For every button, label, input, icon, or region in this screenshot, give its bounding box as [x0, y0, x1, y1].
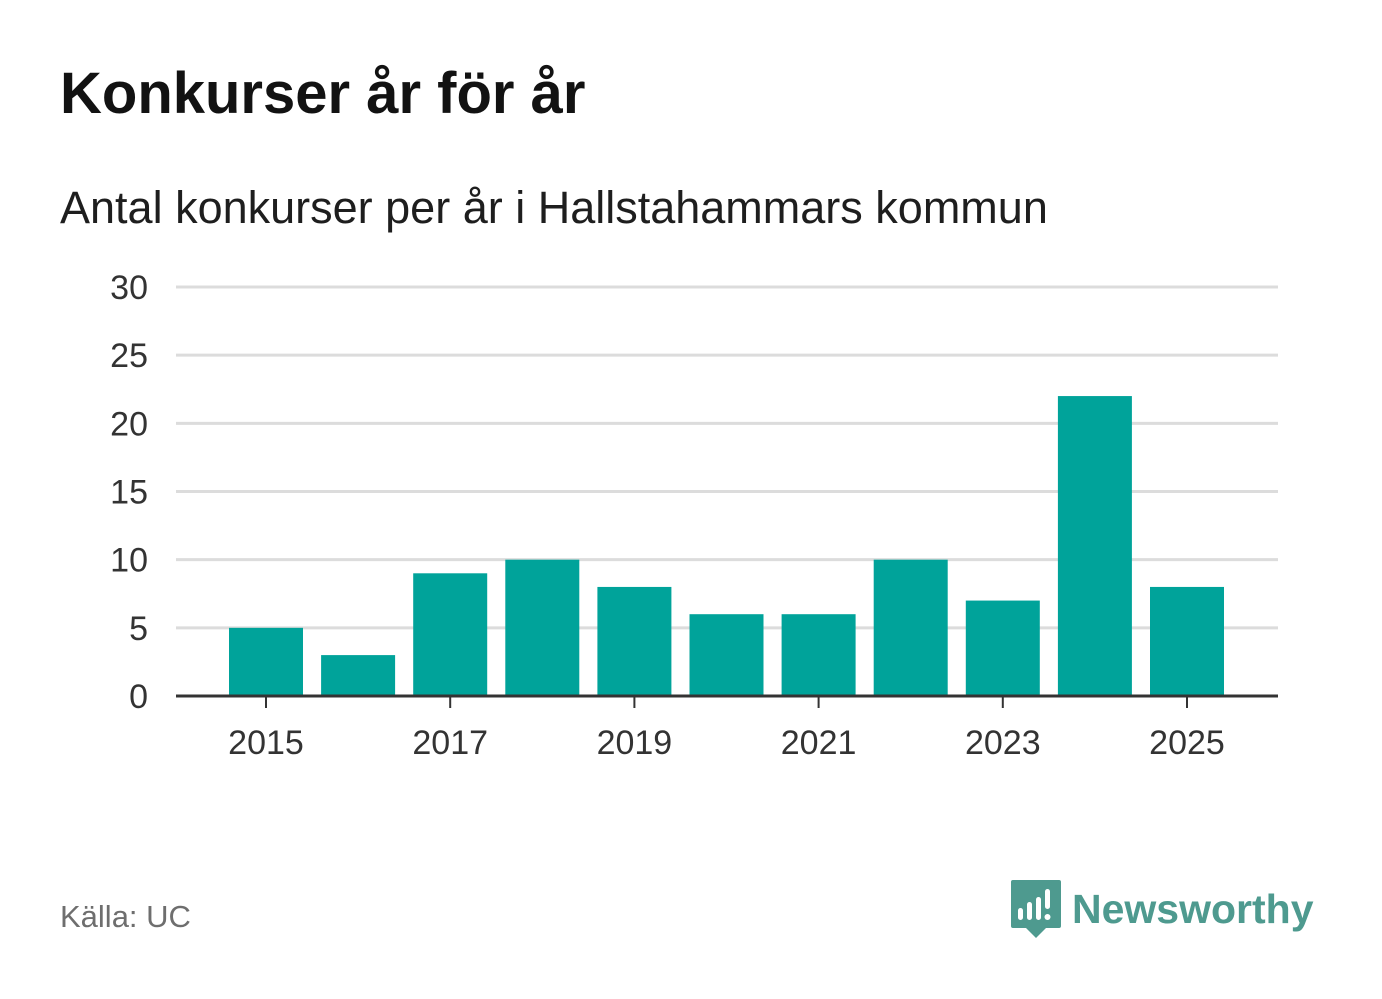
- x-tick-label: 2015: [228, 724, 304, 762]
- brand-name: Newsworthy: [1072, 885, 1314, 932]
- x-tick-label: 2017: [412, 724, 488, 762]
- bar-2019: [597, 586, 672, 696]
- bar-2020: [689, 614, 764, 696]
- chart-title: Konkurser år för år: [60, 61, 586, 126]
- brand-logo: Newsworthy: [1010, 878, 1314, 940]
- y-tick-label: 10: [110, 542, 148, 580]
- y-tick-label: 5: [129, 610, 148, 648]
- x-tick-label: 2023: [965, 724, 1041, 762]
- bar-2018: [505, 559, 580, 696]
- source-label: Källa: UC: [60, 899, 191, 934]
- bar-2017: [413, 573, 488, 696]
- newsworthy-bar-chart-icon: [1011, 880, 1061, 938]
- x-tick-label: 2021: [781, 724, 857, 762]
- chart-subtitle: Antal konkurser per år i Hallstahammars …: [60, 182, 1048, 233]
- y-tick-label: 15: [110, 474, 148, 512]
- x-tick-label: 2025: [1149, 724, 1225, 762]
- bar-2021: [781, 614, 856, 696]
- x-tick-label: 2019: [597, 724, 673, 762]
- bar-2015: [229, 627, 303, 696]
- bar-2022: [873, 559, 948, 696]
- y-tick-label: 30: [110, 269, 148, 307]
- y-tick-label: 20: [110, 405, 148, 443]
- bar-2024: [1057, 396, 1132, 696]
- bar-2023: [965, 600, 1040, 696]
- bar-2016: [321, 655, 396, 696]
- bar-2025: [1150, 586, 1224, 696]
- y-tick-label: 25: [110, 337, 148, 375]
- y-tick-label: 0: [129, 678, 148, 716]
